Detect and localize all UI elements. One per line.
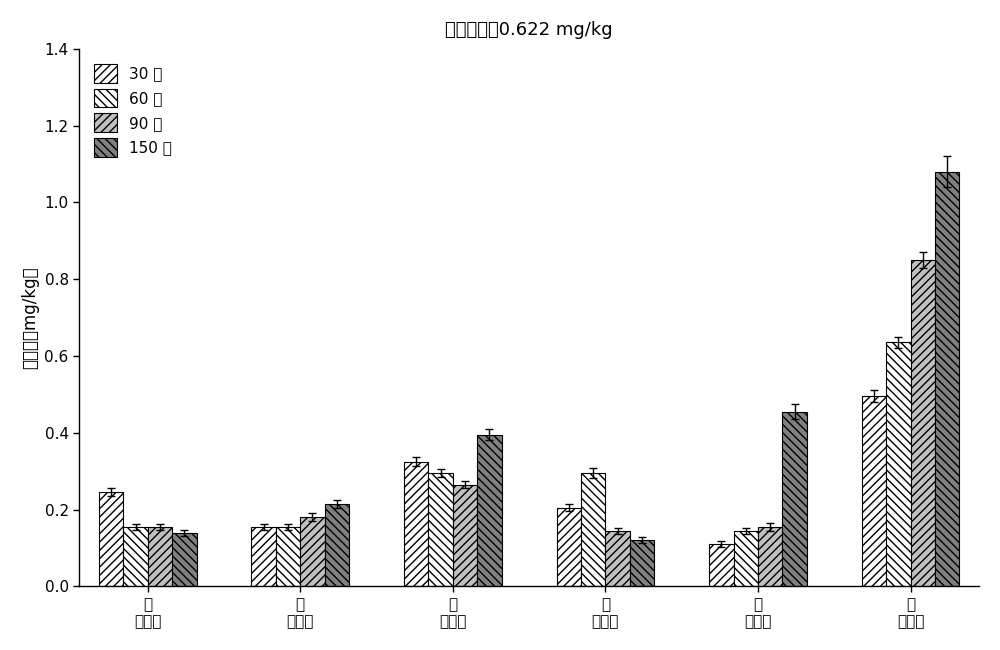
Bar — [630, 540, 654, 586]
Bar — [581, 473, 605, 586]
Bar — [453, 485, 477, 586]
Bar — [428, 473, 453, 586]
Bar — [935, 172, 959, 586]
Legend: 30 天, 60 天, 90 天, 150 天: 30 天, 60 天, 90 天, 150 天 — [87, 57, 180, 164]
Bar — [758, 527, 782, 586]
Bar — [172, 532, 197, 586]
Bar — [709, 544, 734, 586]
Title: 土壤硒含量0.622 mg/kg: 土壤硒含量0.622 mg/kg — [445, 21, 613, 39]
Bar — [300, 517, 325, 586]
Bar — [734, 530, 758, 586]
Bar — [404, 462, 428, 586]
Y-axis label: 硒含量（mg/kg）: 硒含量（mg/kg） — [21, 266, 39, 369]
Bar — [911, 260, 935, 586]
Bar — [557, 508, 581, 586]
Bar — [123, 527, 148, 586]
Bar — [99, 492, 123, 586]
Bar — [325, 504, 349, 586]
Bar — [148, 527, 172, 586]
Bar — [886, 343, 911, 586]
Bar — [251, 527, 276, 586]
Bar — [605, 530, 630, 586]
Bar — [782, 411, 807, 586]
Bar — [276, 527, 300, 586]
Bar — [862, 396, 886, 586]
Bar — [477, 435, 502, 586]
